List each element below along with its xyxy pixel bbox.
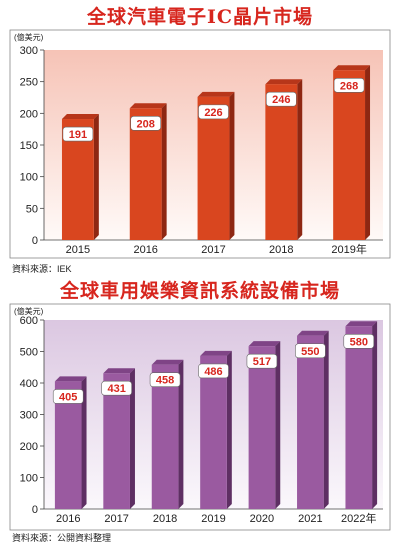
x-tick-label: 2017 [104, 513, 128, 525]
y-tick-label: 0 [32, 235, 38, 247]
chart2-title: 全球車用娛樂資訊系統設備市場 [59, 280, 340, 302]
x-tick-label: 2018 [269, 244, 293, 256]
x-tick-label: 2022年 [341, 511, 376, 525]
x-tick-label: 2016 [56, 513, 80, 525]
bar-side [129, 368, 135, 509]
bar-side [161, 103, 167, 241]
bar-top [151, 359, 184, 365]
y-tick-label: 500 [20, 347, 38, 359]
bar-top [333, 65, 371, 71]
bar-top [61, 114, 99, 120]
bar-top [297, 330, 329, 336]
bar-side [365, 65, 371, 240]
bar [151, 364, 179, 509]
chart1-svg: (億美元) 0 50 100 150 200 250 300 191 2015 208 2016 226… [9, 29, 391, 259]
x-tick-label: 2019年 [331, 242, 366, 256]
bar [297, 335, 324, 509]
chart2-svg: (億美元) 0 100 200 300 400 500 600 405 2016 431 2017 45… [9, 303, 391, 531]
data-label-box [265, 91, 297, 107]
data-label: 268 [340, 80, 358, 92]
data-label: 580 [350, 336, 368, 348]
bar-top [197, 91, 235, 97]
bar-top [200, 350, 232, 356]
bar [197, 96, 230, 240]
y-unit-label: (億美元) [14, 32, 44, 42]
data-label: 191 [69, 129, 87, 141]
bar-side [229, 91, 235, 240]
bar [248, 346, 276, 509]
bar-side [178, 359, 184, 509]
y-tick-label: 150 [20, 140, 38, 152]
chart1-title: 全球汽車電子IC晶片市場 [86, 6, 313, 28]
data-label-box [198, 363, 229, 379]
x-tick-label: 2016 [133, 244, 157, 256]
y-tick-label: 250 [20, 77, 38, 89]
data-label: 517 [253, 356, 271, 368]
bar-side [81, 376, 87, 509]
y-tick-label: 200 [20, 108, 38, 120]
bar-top [103, 368, 135, 374]
data-label-box [149, 372, 181, 388]
x-tick-label: 2019 [201, 513, 225, 525]
data-label-box [343, 333, 375, 349]
bar-side [275, 341, 281, 509]
data-label-box [101, 380, 132, 396]
chart1-source: 資料來源：IEK [12, 264, 72, 274]
y-tick-label: 600 [20, 315, 38, 327]
x-tick-label: 2017 [201, 244, 225, 256]
bar-side [297, 79, 303, 240]
bar [333, 70, 366, 240]
data-label-box [130, 115, 161, 131]
bar [345, 326, 373, 509]
bar-top [54, 376, 87, 382]
y-tick-label: 100 [20, 473, 38, 485]
bar-top [129, 103, 167, 109]
y-tick-label: 100 [20, 172, 38, 184]
data-label: 208 [137, 118, 155, 130]
y-tick-label: 300 [20, 45, 38, 57]
data-label-box [246, 353, 278, 369]
x-tick-label: 2021 [298, 513, 322, 525]
data-label: 246 [272, 94, 290, 106]
y-tick-label: 200 [20, 441, 38, 453]
y-unit-label: (億美元) [14, 306, 44, 316]
data-label: 486 [204, 366, 222, 378]
bar-top [345, 321, 378, 327]
data-label-box [198, 104, 229, 120]
y-tick-label: 0 [32, 504, 38, 516]
x-tick-label: 2020 [250, 513, 274, 525]
x-tick-label: 2018 [153, 513, 177, 525]
data-label: 431 [107, 383, 125, 395]
bar-side [226, 350, 232, 509]
chart2-source: 資料來源：公開資料整理 [12, 533, 112, 543]
data-label: 550 [301, 346, 319, 358]
bar-side [372, 321, 378, 509]
bar [200, 355, 227, 509]
y-tick-label: 300 [20, 410, 38, 422]
bar-top [265, 79, 303, 85]
data-label: 405 [59, 391, 77, 403]
bar-side [93, 114, 99, 240]
bar [103, 373, 130, 509]
data-label-box [295, 343, 326, 359]
data-label-box [62, 126, 94, 142]
data-label: 226 [204, 107, 222, 119]
data-label-box [52, 389, 84, 404]
bar-top [248, 341, 281, 347]
data-label: 458 [156, 375, 174, 387]
bar [265, 84, 298, 240]
y-tick-label: 400 [20, 378, 38, 390]
data-label-box [333, 77, 365, 93]
x-tick-label: 2015 [66, 244, 90, 256]
y-tick-label: 50 [26, 203, 38, 215]
bar-side [323, 330, 329, 509]
